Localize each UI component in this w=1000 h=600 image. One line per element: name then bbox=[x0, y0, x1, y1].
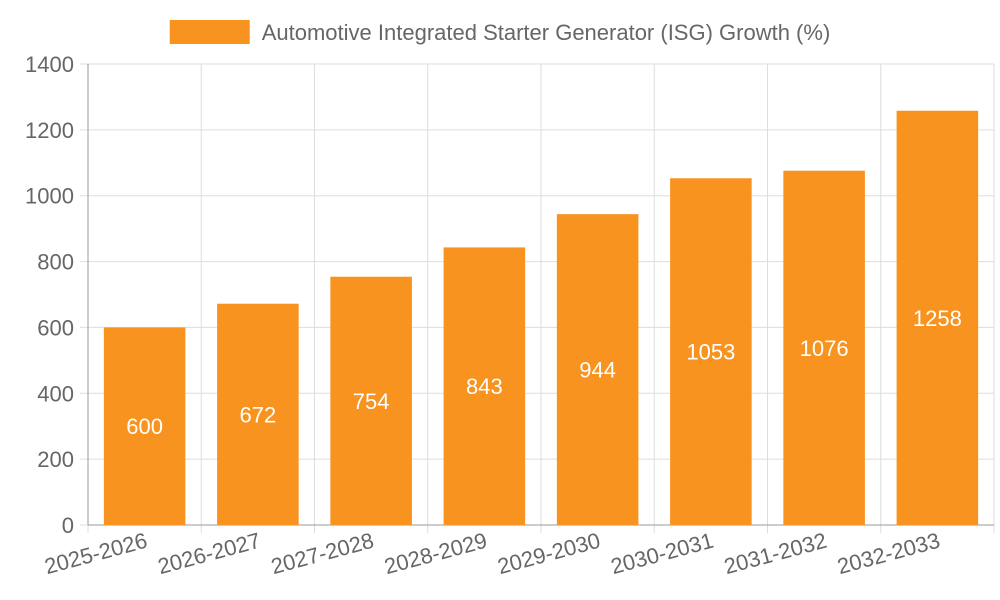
bar-2026-2027[interactable] bbox=[217, 303, 299, 525]
data-label: 1258 bbox=[913, 306, 962, 331]
data-label: 672 bbox=[240, 402, 277, 427]
y-tick-label: 1000 bbox=[25, 184, 74, 209]
x-tick-label: 2031-2032 bbox=[721, 528, 829, 579]
data-label: 1053 bbox=[686, 340, 735, 365]
x-tick-label: 2026-2027 bbox=[155, 528, 263, 579]
y-tick-label: 1200 bbox=[25, 118, 74, 143]
bar-2030-2031[interactable] bbox=[670, 178, 752, 525]
legend[interactable]: Automotive Integrated Starter Generator … bbox=[169, 20, 831, 45]
bar-2031-2032[interactable] bbox=[783, 170, 865, 525]
x-tick-label: 2032-2033 bbox=[835, 528, 943, 579]
data-label: 843 bbox=[466, 374, 503, 399]
data-labels: 600 672 754 843 944 1053 1076 1258 bbox=[126, 306, 962, 439]
y-tick-label: 400 bbox=[37, 381, 74, 406]
bar-2027-2028[interactable] bbox=[330, 276, 412, 525]
y-tick-label: 600 bbox=[37, 315, 74, 340]
bar-2028-2029[interactable] bbox=[443, 247, 526, 525]
legend-swatch[interactable] bbox=[169, 20, 250, 44]
bar-2025-2026[interactable] bbox=[103, 327, 186, 525]
x-tick-label: 2029-2030 bbox=[495, 528, 603, 579]
legend-label[interactable]: Automotive Integrated Starter Generator … bbox=[262, 20, 831, 45]
x-tick-label: 2025-2026 bbox=[42, 528, 150, 579]
y-tick-label: 0 bbox=[62, 513, 74, 538]
bar-2029-2030[interactable] bbox=[556, 214, 639, 525]
x-tick-label: 2027-2028 bbox=[268, 528, 376, 579]
x-tick-label: 2028-2029 bbox=[382, 528, 490, 579]
bar-2032-2033[interactable] bbox=[896, 110, 979, 525]
data-label: 600 bbox=[126, 414, 163, 439]
x-tick-label: 2030-2031 bbox=[608, 528, 716, 579]
y-tick-label: 1400 bbox=[25, 52, 74, 77]
data-label: 1076 bbox=[800, 336, 849, 361]
data-label: 754 bbox=[353, 389, 390, 414]
y-tick-label: 800 bbox=[37, 250, 74, 275]
y-tick-label: 200 bbox=[37, 447, 74, 472]
bars bbox=[103, 110, 979, 525]
data-label: 944 bbox=[579, 358, 616, 383]
